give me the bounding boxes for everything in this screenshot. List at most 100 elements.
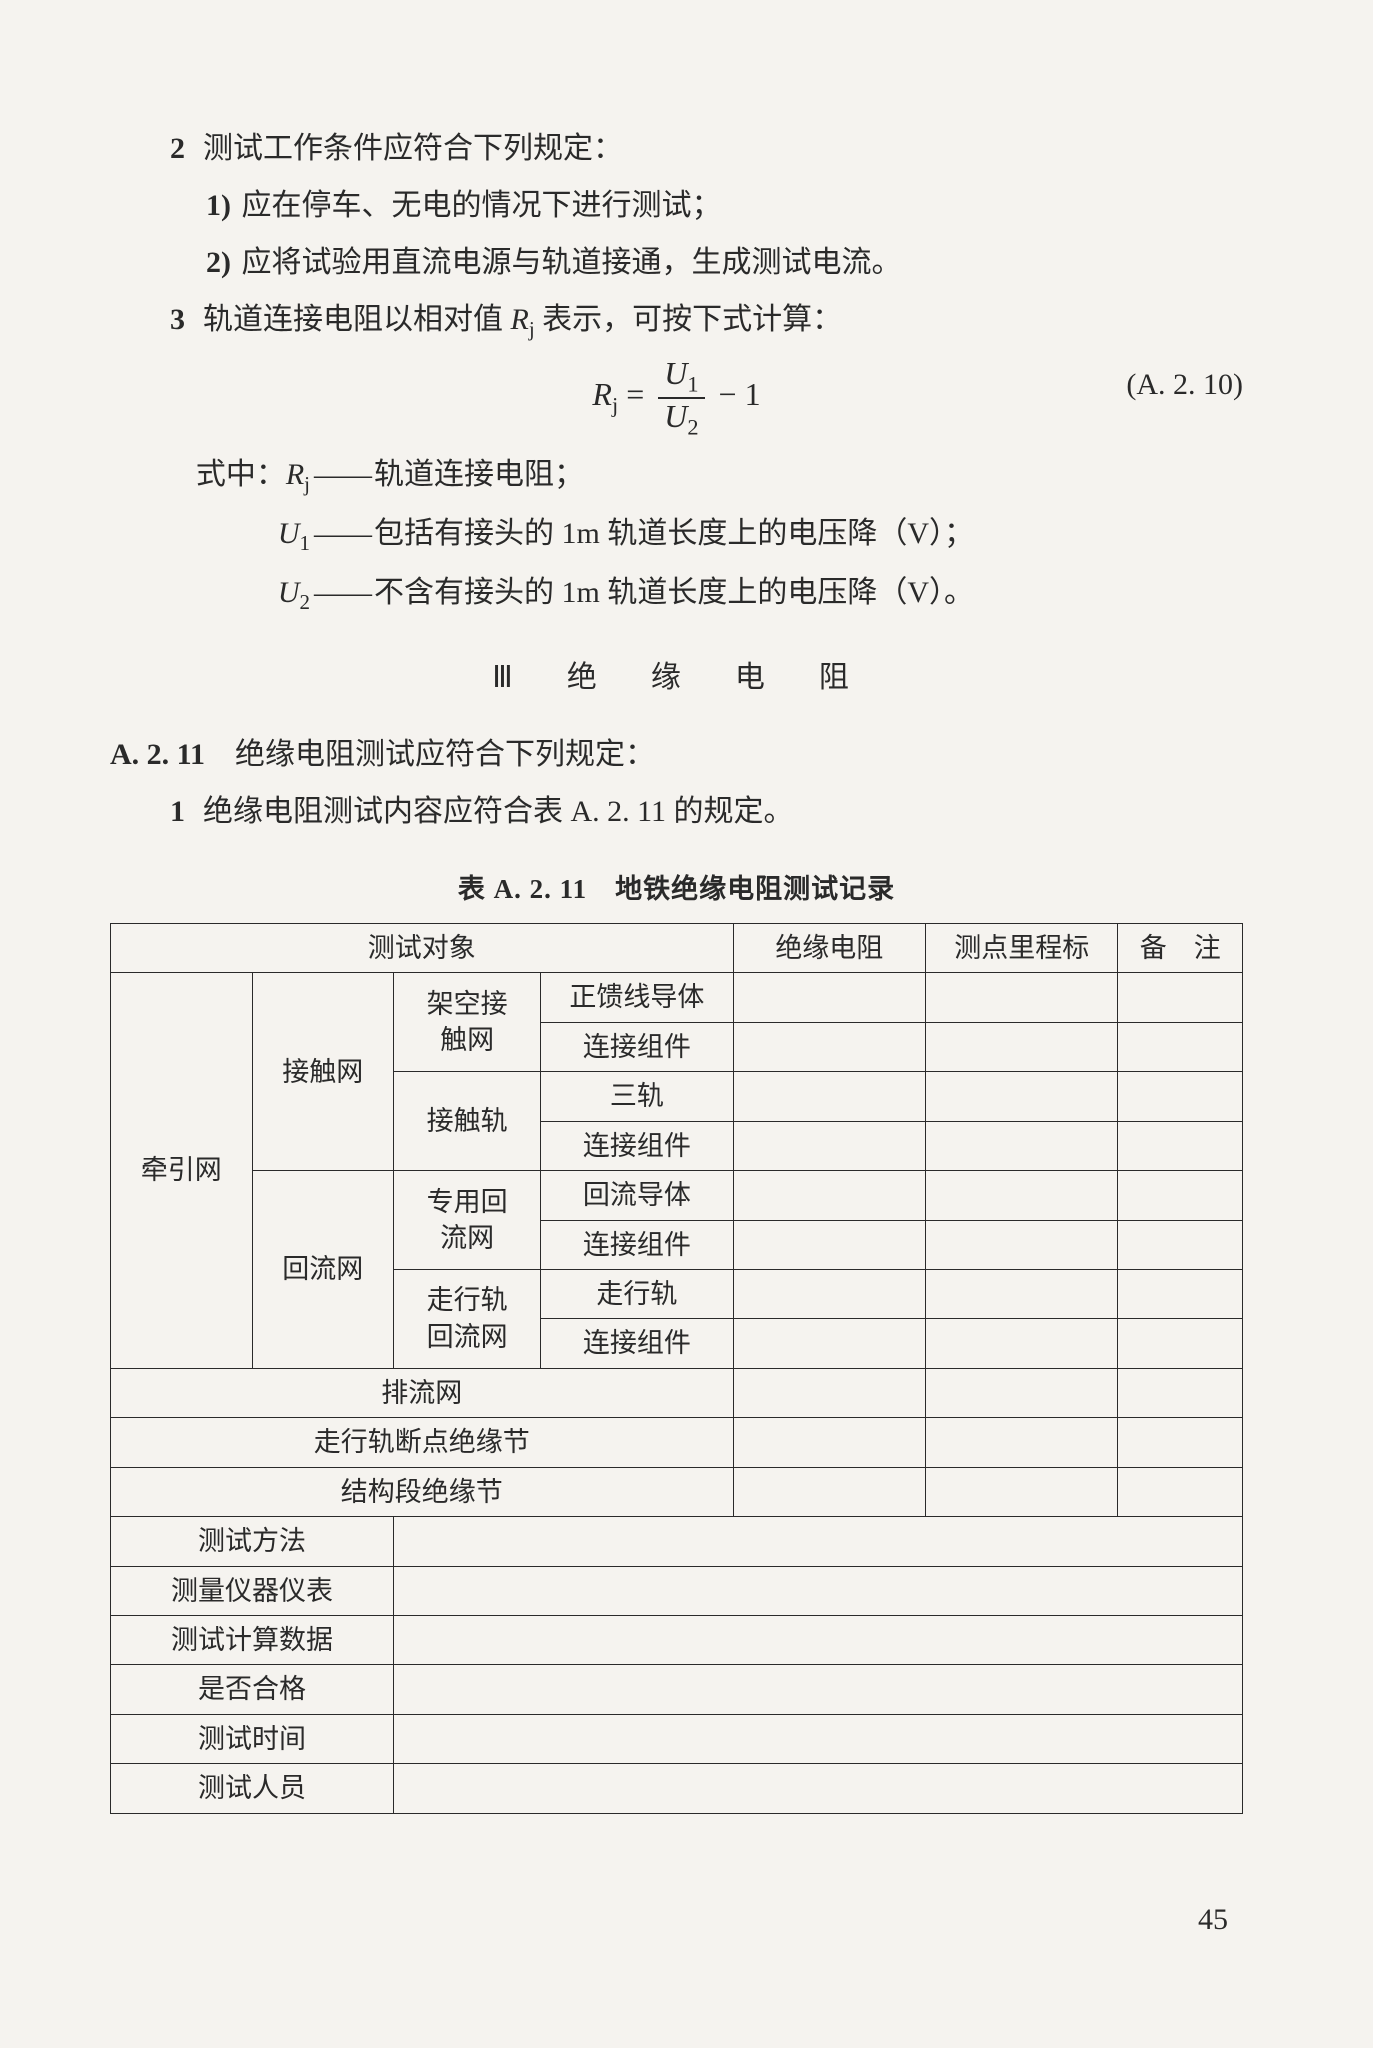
where-rj-text: ——轨道连接电阻； <box>314 446 584 505</box>
table-row: 回流网 专用回流网 回流导体 <box>111 1171 1243 1220</box>
cell-conn-component: 连接组件 <box>541 1220 733 1269</box>
cell-blank <box>926 1072 1118 1121</box>
fraction-numerator: U1 <box>658 356 704 399</box>
where-list: 式中：Rj ——轨道连接电阻； U1 ——包括有接头的 1m 轨道长度上的电压降… <box>110 446 1243 623</box>
cell-blank <box>926 1171 1118 1220</box>
where-u1-label: U1 <box>110 505 314 564</box>
paragraph-2-text: 测试工作条件应符合下列规定： <box>203 132 623 165</box>
cell-calc-data-value <box>394 1616 1243 1665</box>
table-row: 测试人员 <box>111 1764 1243 1813</box>
cell-test-method-label: 测试方法 <box>111 1517 394 1566</box>
cell-blank <box>1118 1171 1243 1220</box>
cell-contact-net: 接触网 <box>252 973 394 1171</box>
table-row: 是否合格 <box>111 1665 1243 1714</box>
table-header-row: 测试对象 绝缘电阻 测点里程标 备 注 <box>111 923 1243 972</box>
cell-conn-component: 连接组件 <box>541 1121 733 1170</box>
cell-blank <box>733 973 925 1022</box>
table-row: 测量仪器仪表 <box>111 1566 1243 1615</box>
cell-blank <box>926 1368 1118 1417</box>
paragraph-2-2-text: 应将试验用直流电源与轨道接通，生成测试电流。 <box>242 246 902 279</box>
where-u1-text: ——包括有接头的 1m 轨道长度上的电压降（V）； <box>314 505 974 564</box>
paragraph-2: 2 测试工作条件应符合下列规定： <box>110 120 1243 177</box>
cell-blank <box>926 1467 1118 1516</box>
clause-text: 绝缘电阻测试应符合下列规定： <box>235 738 655 771</box>
formula-reference: (A. 2. 10) <box>1126 356 1243 413</box>
section-3-roman: Ⅲ <box>492 661 525 694</box>
cell-running-rail: 走行轨 <box>541 1269 733 1318</box>
where-row-u1: U1 ——包括有接头的 1m 轨道长度上的电压降（V）； <box>110 505 1243 564</box>
table-title: 表 A. 2. 11 地铁绝缘电阻测试记录 <box>110 864 1243 915</box>
where-u1-body: 包括有接头的 1m 轨道长度上的电压降（V）； <box>374 517 974 550</box>
cell-overhead-contact-net: 架空接触网 <box>394 973 541 1072</box>
cell-blank <box>733 1072 925 1121</box>
cell-blank <box>1118 1319 1243 1368</box>
where-rj-label: 式中：Rj <box>110 446 314 505</box>
cell-pass-label: 是否合格 <box>111 1665 394 1714</box>
formula: Rj = U1 U2 − 1 (A. 2. 10) <box>110 356 1243 440</box>
item-number-2: 2 <box>170 132 185 165</box>
paragraph-2-1-text: 应在停车、无电的情况下进行测试； <box>242 189 722 222</box>
th-test-object: 测试对象 <box>111 923 734 972</box>
cell-conn-component: 连接组件 <box>541 1319 733 1368</box>
clause-a-2-11: A. 2. 11 绝缘电阻测试应符合下列规定： <box>110 726 1243 783</box>
page-number: 45 <box>1198 1891 1228 1948</box>
cell-third-rail: 三轨 <box>541 1072 733 1121</box>
page: 2 测试工作条件应符合下列规定： 1) 应在停车、无电的情况下进行测试； 2) 应将试… <box>0 0 1373 2048</box>
formula-body: Rj = U1 U2 − 1 <box>592 376 760 412</box>
item-number-2-1: 1) <box>206 189 231 222</box>
cell-blank <box>1118 1467 1243 1516</box>
cell-structural-insulation: 结构段绝缘节 <box>111 1467 734 1516</box>
section-3-title: 绝 缘 电 阻 <box>567 661 861 694</box>
cell-blank <box>1118 973 1243 1022</box>
fraction-denominator: U2 <box>658 399 704 440</box>
paragraph-3-text: 轨道连接电阻以相对值 Rj 表示，可按下式计算： <box>203 303 842 336</box>
cell-running-rail-return-net: 走行轨回流网 <box>394 1269 541 1368</box>
cell-blank <box>733 1171 925 1220</box>
clause-sub1-text: 绝缘电阻测试内容应符合表 A. 2. 11 的规定。 <box>203 795 794 828</box>
paragraph-3: 3 轨道连接电阻以相对值 Rj 表示，可按下式计算： <box>110 291 1243 350</box>
cell-blank <box>733 1467 925 1516</box>
cell-blank <box>733 1220 925 1269</box>
where-prefix: 式中： <box>196 458 286 491</box>
cell-blank <box>733 1269 925 1318</box>
cell-blank <box>733 1319 925 1368</box>
cell-time-label: 测试时间 <box>111 1714 394 1763</box>
cell-blank <box>733 1368 925 1417</box>
cell-positive-feeder: 正馈线导体 <box>541 973 733 1022</box>
cell-return-conductor: 回流导体 <box>541 1171 733 1220</box>
cell-blank <box>926 1269 1118 1318</box>
section-3-heading: Ⅲ 绝 缘 电 阻 <box>110 649 1243 706</box>
cell-blank <box>733 1418 925 1467</box>
table-row: 牵引网 接触网 架空接触网 正馈线导体 <box>111 973 1243 1022</box>
where-u2-label: U2 <box>110 564 314 623</box>
fraction: U1 U2 <box>658 356 704 440</box>
clause-number: A. 2. 11 <box>110 738 205 771</box>
cell-blank <box>926 1121 1118 1170</box>
cell-calc-data-label: 测试计算数据 <box>111 1616 394 1665</box>
where-row-u2: U2 ——不含有接头的 1m 轨道长度上的电压降（V）。 <box>110 564 1243 623</box>
cell-blank <box>1118 1072 1243 1121</box>
cell-blank <box>1118 1269 1243 1318</box>
table-row: 测试计算数据 <box>111 1616 1243 1665</box>
cell-return-net: 回流网 <box>252 1171 394 1369</box>
cell-blank <box>926 1319 1118 1368</box>
where-u2-text: ——不含有接头的 1m 轨道长度上的电压降（V）。 <box>314 564 974 623</box>
table-row: 测试时间 <box>111 1714 1243 1763</box>
cell-conn-component: 连接组件 <box>541 1022 733 1071</box>
cell-test-method-value <box>394 1517 1243 1566</box>
item-number-3: 3 <box>170 303 185 336</box>
where-u2-body: 不含有接头的 1m 轨道长度上的电压降（V）。 <box>374 576 974 609</box>
cell-contact-rail: 接触轨 <box>394 1072 541 1171</box>
item-number-2-2: 2) <box>206 246 231 279</box>
cell-running-rail-break-insulation: 走行轨断点绝缘节 <box>111 1418 734 1467</box>
th-insulation-resistance: 绝缘电阻 <box>733 923 925 972</box>
cell-pass-value <box>394 1665 1243 1714</box>
cell-blank <box>733 1121 925 1170</box>
cell-blank <box>1118 1418 1243 1467</box>
table-row: 测试方法 <box>111 1517 1243 1566</box>
clause-sub1-number: 1 <box>170 795 185 828</box>
where-row-rj: 式中：Rj ——轨道连接电阻； <box>110 446 1243 505</box>
cell-blank <box>733 1022 925 1071</box>
cell-blank <box>1118 1022 1243 1071</box>
cell-time-value <box>394 1714 1243 1763</box>
